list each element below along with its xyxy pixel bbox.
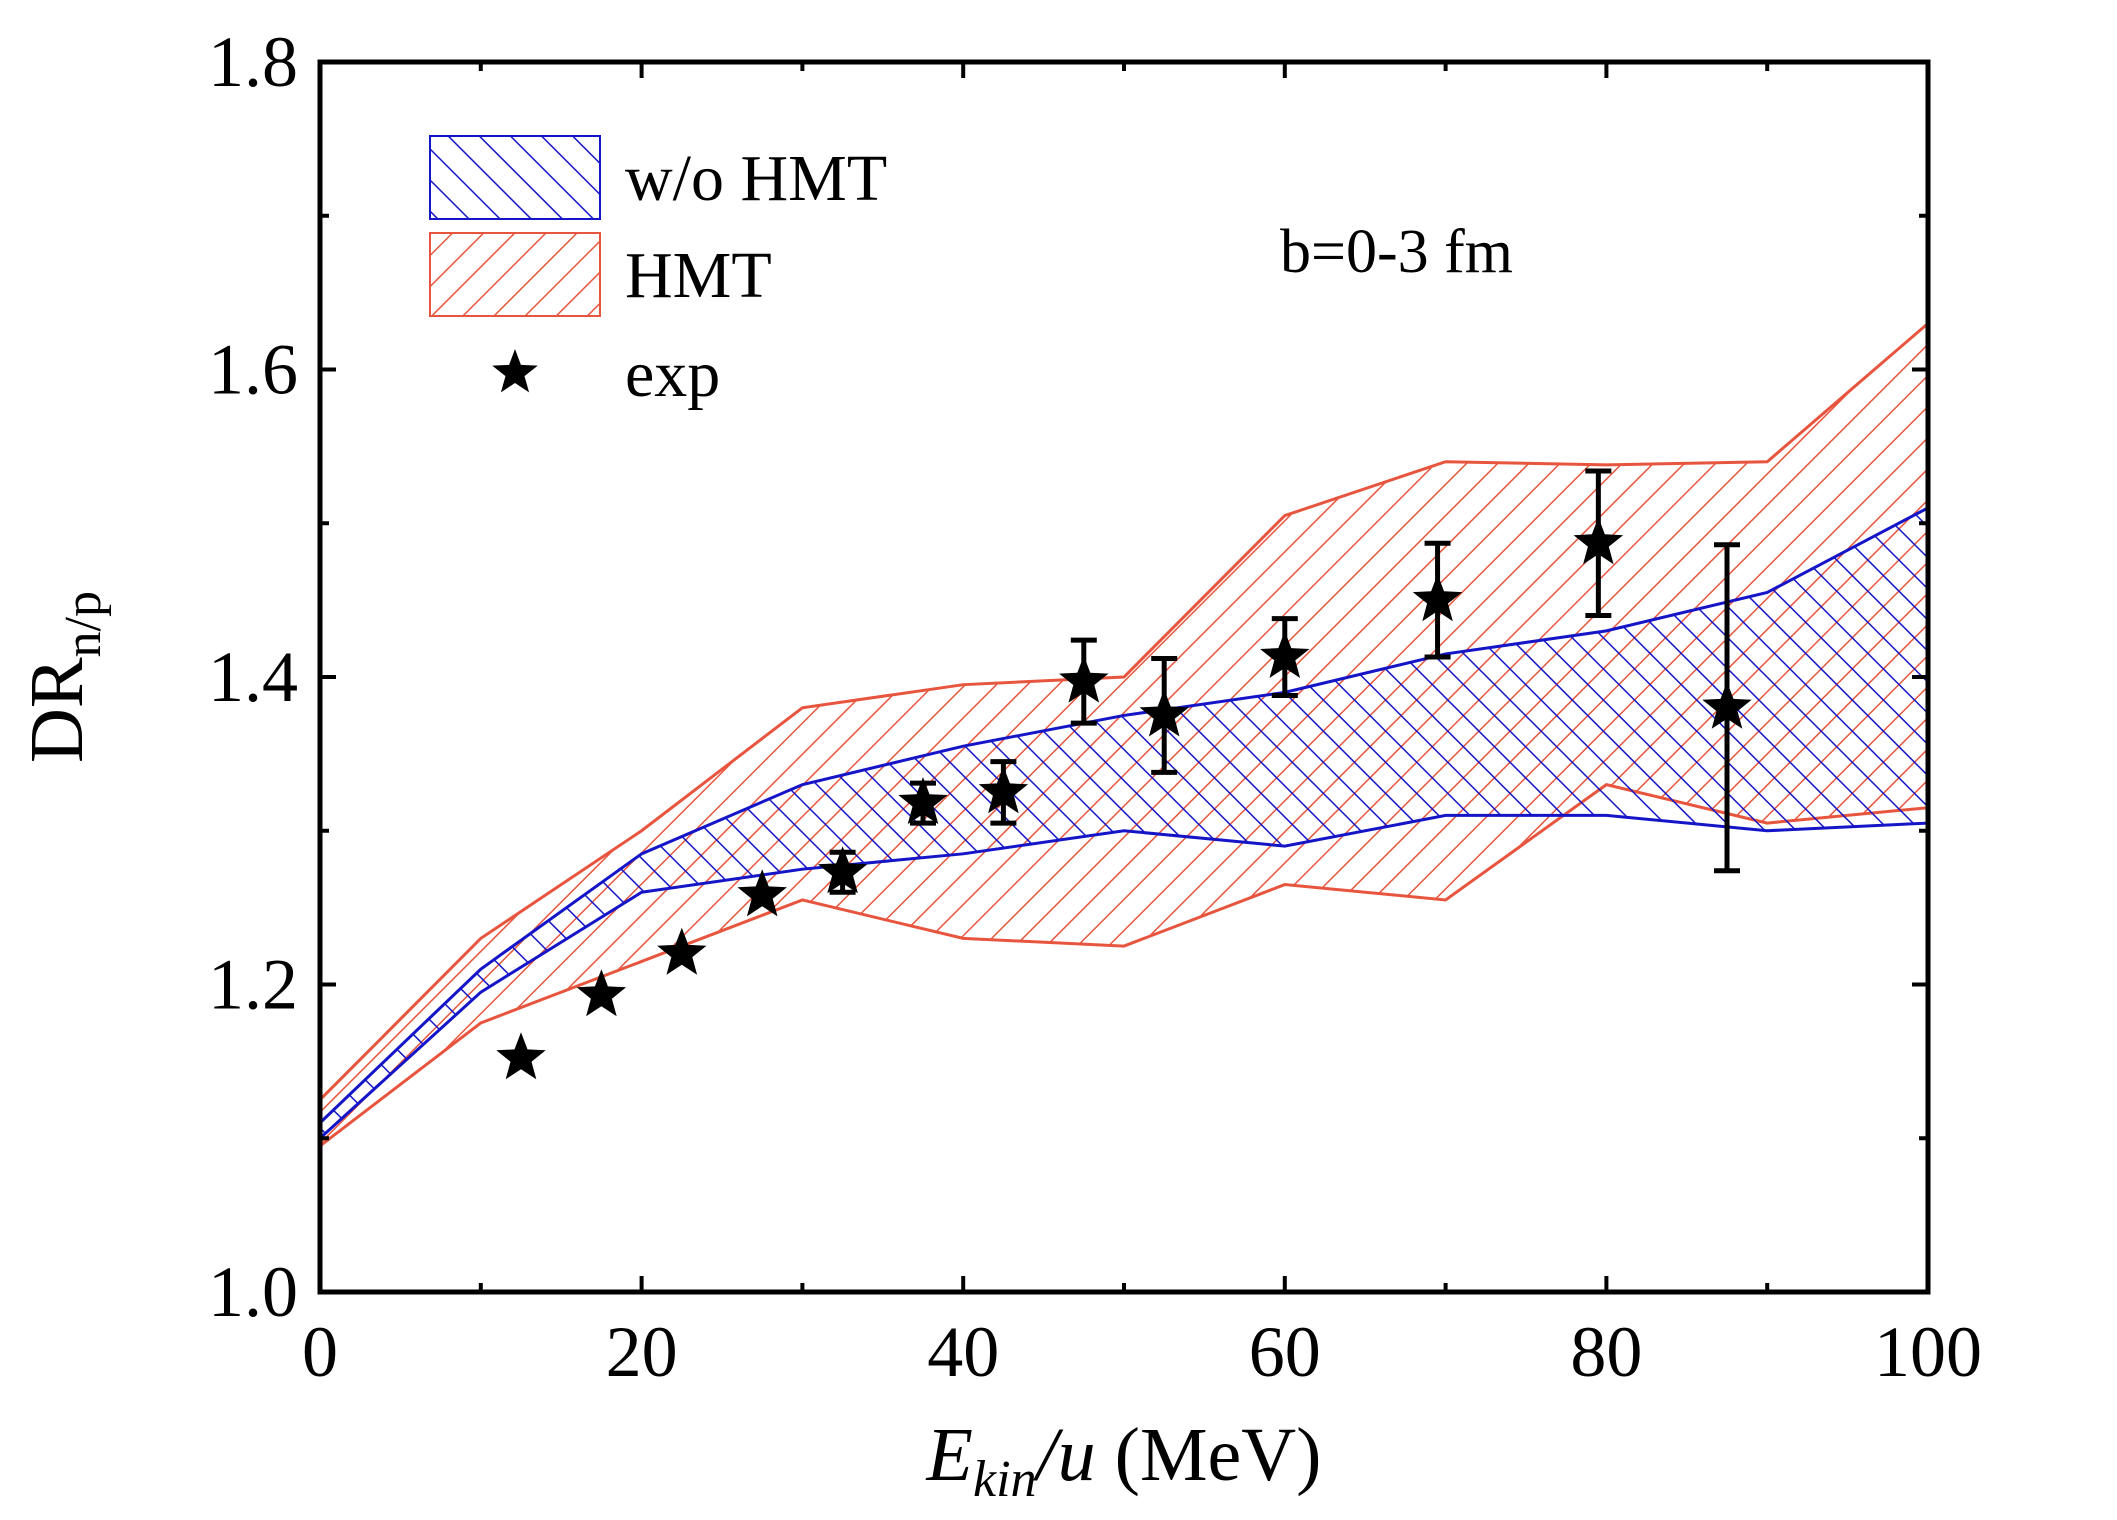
y-axis-label-main: DR	[15, 657, 99, 763]
exp-point-7	[1059, 655, 1109, 703]
x-axis-label-rest: /u	[1033, 1413, 1096, 1497]
exp-point-4	[817, 846, 868, 894]
y-tick-label: 1.4	[208, 637, 298, 717]
legend: w/o HMT HMT exp	[429, 135, 887, 411]
x-axis-label: Ekin/u (MeV)	[926, 1413, 1322, 1508]
exp-point-5	[898, 777, 948, 825]
x-axis-label-unit: (MeV)	[1096, 1413, 1322, 1497]
y-axis-label-sub: n/p	[55, 591, 112, 657]
x-tick-label: 20	[606, 1312, 678, 1392]
x-tick-label: 100	[1874, 1312, 1982, 1392]
exp-point-9	[1260, 631, 1310, 678]
axis-tick-labels: 0 20 40 60 80 100 1.0 1.2 1.4 1.6 1.8	[208, 22, 1982, 1392]
legend-swatch-w-o-hmt	[429, 135, 601, 220]
x-axis-label-sub: kin	[973, 1451, 1037, 1508]
x-tick-label: 80	[1570, 1312, 1642, 1392]
band-upper-line-w-o-hmt	[320, 506, 1928, 1124]
legend-label: HMT	[625, 239, 772, 312]
exp-point-3	[737, 869, 787, 917]
band-upper-line-hmt	[320, 322, 1928, 1101]
legend-star-marker	[492, 349, 538, 393]
y-tick-label: 1.0	[208, 1252, 298, 1332]
band-lower-line-w-o-hmt	[320, 813, 1928, 1140]
exp-point-8	[1139, 689, 1189, 737]
impact-parameter-annotation: b=0-3 fm	[1280, 218, 1513, 286]
axis-ticks	[318, 60, 1930, 1294]
x-axis-label-main: E	[926, 1413, 973, 1497]
exp-point-2	[657, 927, 707, 975]
y-tick-label: 1.8	[208, 22, 298, 102]
x-tick-label: 0	[302, 1312, 338, 1392]
exp-point-12	[1702, 681, 1752, 729]
exp-point-0	[496, 1032, 546, 1080]
data-points-layer	[496, 468, 1752, 1080]
exp-point-1	[576, 969, 627, 1017]
exp-point-6	[978, 766, 1029, 814]
exp-point-11	[1573, 517, 1624, 565]
x-tick-label: 60	[1249, 1312, 1321, 1392]
legend-swatch-hmt	[429, 232, 601, 317]
legend-label: exp	[625, 338, 720, 411]
band-fill-w-o-hmt	[320, 507, 1928, 1139]
y-tick-label: 1.6	[208, 330, 298, 410]
exp-point-10	[1412, 574, 1463, 622]
legend-label: w/o HMT	[625, 142, 887, 215]
y-axis-label: DRn/p	[15, 591, 112, 763]
bands-layer	[320, 322, 1928, 1148]
x-tick-label: 40	[927, 1312, 999, 1392]
y-tick-label: 1.2	[208, 945, 298, 1025]
